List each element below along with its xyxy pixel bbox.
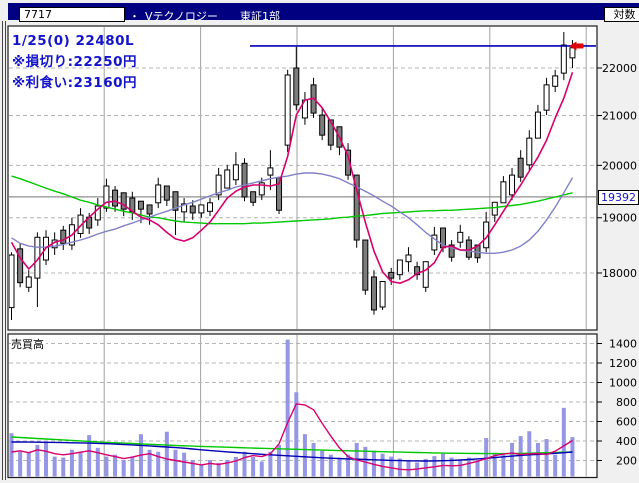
log-scale-toggle[interactable]: 対数 [604, 7, 639, 22]
volume-ma-short-line [11, 403, 573, 471]
price-tick-label: 19000 [602, 212, 637, 225]
price-axis: 22000 21000 20000 19000 18000 [9, 62, 637, 280]
bullet-separator: ・ [129, 10, 140, 23]
price-tick-label: 21000 [602, 110, 637, 123]
volume-tick-label: 800 [616, 396, 637, 409]
volume-tick-label: 1200 [609, 357, 637, 370]
volume-tick-label: 600 [616, 416, 637, 429]
stock-name: ・ Vテクノロジー [129, 8, 218, 24]
take-profit-annotation: ※利食い:23160円 [12, 75, 137, 91]
stock-code: 7717 [24, 8, 52, 21]
stock-name-text: Vテクノロジー [145, 10, 218, 23]
volume-tick-label: 1000 [609, 377, 637, 390]
price-tick-label: 18000 [602, 267, 637, 280]
volume-ma-long-line [11, 436, 573, 455]
ma-mid-line [11, 172, 574, 255]
market-section-label: 東証1部 [240, 10, 280, 23]
left-edge-line-inner [5, 21, 6, 480]
trade-annotations: 1/25(0) 22480L ※損切り:22250円 ※利食い:23160円 [12, 31, 137, 94]
ma-long-line [11, 175, 573, 225]
volume-pane-title: 売買高 [11, 336, 46, 352]
ma-short-line [10, 71, 574, 285]
left-edge-line-outer [2, 21, 3, 480]
stock-code-box[interactable]: 7717 [19, 7, 125, 22]
volume-axis: 1400 1200 1000 800 600 400 200 [9, 338, 637, 468]
volume-tick-label: 200 [616, 455, 637, 468]
price-pane [7, 25, 598, 331]
volume-tick-label: 400 [616, 435, 637, 448]
volume-tick-label: 1400 [609, 338, 637, 351]
stop-loss-annotation: ※損切り:22250円 [12, 54, 137, 70]
entry-annotation: 1/25(0) 22480L [12, 33, 135, 49]
entry-arrow-icon [569, 41, 584, 51]
price-tick-label: 22000 [602, 62, 637, 75]
price-tick-label: 20000 [602, 159, 637, 172]
volume-ma-mid-line [11, 441, 573, 462]
title-bar: 7717 ・ Vテクノロジー 東証1部 対数 [8, 3, 639, 23]
current-price-badge: 19392 [598, 190, 639, 205]
